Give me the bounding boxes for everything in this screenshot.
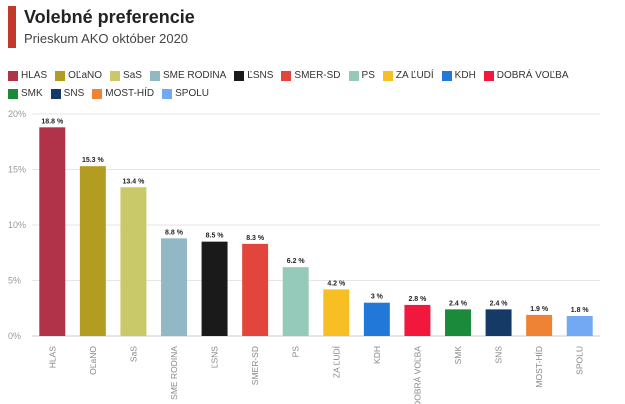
- bar-most-hid: [526, 314, 553, 336]
- data-label: 6.2 %: [287, 258, 306, 265]
- bar-lsns: [201, 241, 228, 336]
- legend-label: KDH: [454, 70, 476, 81]
- legend-label: MOST-HÍD: [105, 88, 155, 99]
- data-label: 2.4 %: [490, 300, 509, 307]
- x-tick-label: DOBRÁ VOĽBA: [412, 346, 422, 404]
- chart-legend: HLAS OĽaNO SaS SME RODINA ĽSNS SMER-SD PS ZA ĽU…: [8, 70, 608, 100]
- x-tick-label: SMK: [453, 346, 463, 365]
- data-label: 2.8 %: [408, 296, 427, 303]
- y-tick-label: 20%: [8, 109, 26, 119]
- legend-label: SMK: [21, 88, 43, 99]
- legend-item-dobra-volba[interactable]: DOBRÁ VOĽBA: [483, 70, 569, 82]
- x-tick-label: HLAS: [47, 346, 57, 369]
- legend-item-lsns[interactable]: ĽSNS: [234, 70, 273, 82]
- legend-item-kdh[interactable]: KDH: [441, 70, 476, 82]
- data-label: 2.4 %: [449, 300, 468, 307]
- chart-subtitle: Prieskum AKO október 2020: [24, 31, 189, 46]
- bar-smer-sd: [242, 243, 269, 336]
- data-label: 15.3 %: [82, 157, 105, 164]
- legend-label: SMER-SD: [294, 70, 341, 81]
- x-tick-label: SPOLU: [575, 346, 585, 375]
- y-tick-label: 10%: [8, 220, 26, 230]
- legend-label: SaS: [123, 70, 142, 81]
- bar-sns: [485, 309, 512, 336]
- x-tick-label: SME RODINA: [169, 346, 179, 400]
- legend-label: OĽaNO: [68, 70, 103, 81]
- bar-spolu: [566, 316, 593, 336]
- legend-item-ps[interactable]: PS: [348, 70, 375, 82]
- legend-swatch: [50, 89, 61, 99]
- legend-item-olano[interactable]: OĽaNO: [55, 70, 102, 82]
- legend-swatch: [162, 89, 173, 99]
- legend-item-spolu[interactable]: SPOLU: [162, 88, 209, 100]
- bar-kdh: [363, 302, 390, 336]
- legend-swatch: [382, 71, 393, 81]
- legend-swatch: [8, 71, 18, 81]
- legend-label: SPOLU: [175, 88, 210, 99]
- data-label: 3 %: [371, 294, 384, 301]
- bar-sas: [120, 187, 147, 336]
- legend-item-smer-sd[interactable]: SMER-SD: [281, 70, 341, 82]
- data-label: 18.8 %: [41, 118, 64, 125]
- legend-item-most-hid[interactable]: MOST-HÍD: [92, 88, 154, 100]
- x-tick-label: OĽaNO: [88, 346, 98, 375]
- data-label: 8.5 %: [206, 233, 225, 240]
- title-accent-bar: [8, 6, 16, 48]
- legend-item-sns[interactable]: SNS: [50, 88, 85, 100]
- legend-swatch: [348, 71, 359, 81]
- legend-swatch: [8, 89, 18, 99]
- legend-label: HLAS: [21, 70, 48, 81]
- legend-item-za-ludi[interactable]: ZA ĽUDÍ: [382, 70, 434, 82]
- bar-olano: [79, 166, 106, 336]
- bar-ps: [282, 267, 309, 336]
- bar-za-ludi: [323, 289, 350, 336]
- legend-item-sas[interactable]: SaS: [110, 70, 142, 82]
- bar-smk: [445, 309, 471, 336]
- x-tick-label: SNS: [494, 346, 504, 364]
- y-tick-label: 15%: [8, 165, 26, 175]
- legend-swatch: [92, 89, 103, 99]
- y-tick-label: 0%: [8, 331, 21, 341]
- data-label: 8.8 %: [165, 229, 184, 236]
- y-tick-label: 5%: [8, 276, 21, 286]
- legend-item-smk[interactable]: SMK: [8, 88, 43, 100]
- bar-hlas: [39, 127, 66, 336]
- data-label: 1.9 %: [530, 306, 549, 313]
- x-tick-label: ĽSNS: [210, 346, 220, 369]
- bar-sme-rodina: [161, 238, 187, 336]
- legend-label: PS: [361, 70, 375, 81]
- data-label: 1.8 %: [571, 307, 590, 314]
- legend-swatch: [441, 71, 452, 81]
- data-label: 13.4 %: [123, 178, 146, 185]
- legend-swatch: [483, 71, 494, 81]
- x-tick-label: SMER-SD: [250, 346, 260, 385]
- legend-item-sme-rodina[interactable]: SME RODINA: [149, 70, 227, 82]
- legend-swatch: [55, 71, 66, 81]
- legend-swatch: [234, 71, 245, 81]
- legend-label: SME RODINA: [162, 70, 227, 81]
- x-tick-label: PS: [291, 346, 301, 358]
- legend-swatch: [149, 71, 160, 81]
- bar-dobra-volba: [404, 304, 431, 336]
- legend-label: SNS: [63, 88, 85, 99]
- x-tick-label: SaS: [128, 346, 138, 362]
- x-tick-label: ZA ĽUDÍ: [331, 345, 341, 378]
- legend-label: ĽSNS: [247, 70, 274, 81]
- chart-title: Volebné preferencie: [24, 7, 195, 27]
- legend-item-hlas[interactable]: HLAS: [8, 70, 47, 82]
- data-label: 4.2 %: [327, 280, 346, 287]
- legend-swatch: [110, 71, 121, 81]
- legend-swatch: [281, 71, 292, 81]
- x-tick-label: KDH: [372, 346, 382, 364]
- data-label: 8.3 %: [246, 235, 265, 242]
- legend-label: ZA ĽUDÍ: [395, 70, 434, 81]
- legend-label: DOBRÁ VOĽBA: [496, 70, 569, 81]
- x-tick-label: MOST-HÍD: [534, 346, 544, 388]
